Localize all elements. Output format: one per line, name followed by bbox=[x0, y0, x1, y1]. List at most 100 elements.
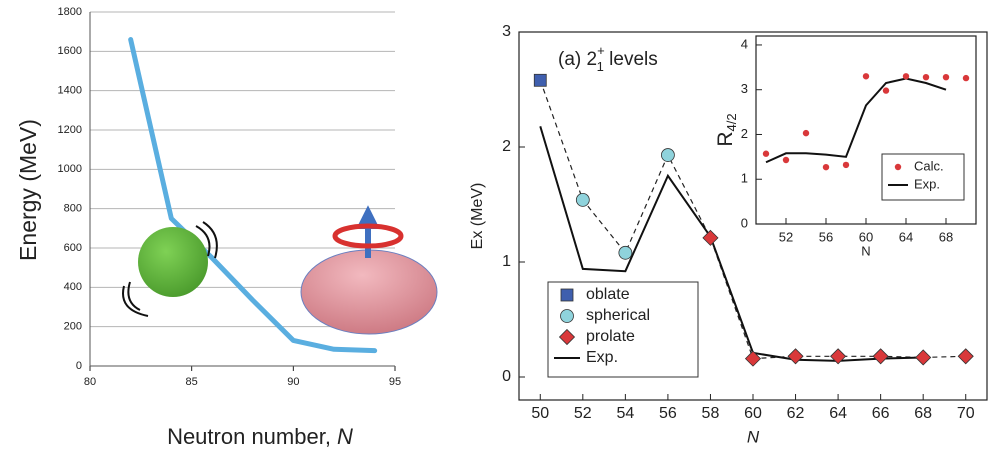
vibration-arc bbox=[195, 225, 211, 257]
marker-circle bbox=[661, 148, 675, 162]
exp-line bbox=[539, 126, 924, 362]
marker-diamond bbox=[702, 229, 719, 246]
y-tick-label: 4 bbox=[741, 36, 748, 51]
x-axis-label: N bbox=[861, 243, 870, 258]
rotation-ring bbox=[332, 223, 404, 249]
legend-label: Calc. bbox=[914, 158, 944, 173]
marker-diamond bbox=[957, 348, 974, 365]
y-axis-label: Ex (MeV) bbox=[469, 183, 486, 250]
y-tick-label: 1600 bbox=[58, 45, 82, 57]
y-tick-label: 3 bbox=[502, 23, 511, 40]
sphere bbox=[138, 227, 208, 297]
legend-label: oblate bbox=[586, 286, 630, 303]
x-tick-label: 54 bbox=[616, 405, 634, 422]
marker-dot bbox=[862, 73, 870, 80]
x-tick-label: 50 bbox=[531, 405, 549, 422]
marker-dot bbox=[782, 156, 790, 164]
x-tick-label: 68 bbox=[914, 405, 932, 422]
y-tick-label: 0 bbox=[741, 215, 748, 230]
panel-title-part: 1 bbox=[597, 59, 604, 74]
vibration-arc bbox=[202, 221, 218, 259]
x-tick-label: 80 bbox=[84, 376, 96, 388]
y-axis-label: Energy (MeV) bbox=[15, 119, 41, 261]
x-tick-label: 66 bbox=[872, 405, 890, 422]
x-tick-label: 62 bbox=[787, 405, 805, 422]
marker-dot bbox=[962, 74, 970, 82]
y-tick-label: 3 bbox=[741, 81, 748, 96]
marker-diamond bbox=[872, 348, 889, 365]
legend-box bbox=[881, 153, 965, 201]
legend-label: Exp. bbox=[586, 349, 618, 366]
marker-diamond bbox=[744, 350, 762, 367]
legend-label: spherical bbox=[586, 307, 650, 324]
legend-label: Exp. bbox=[914, 176, 940, 191]
marker-dot bbox=[882, 87, 890, 94]
marker-square bbox=[560, 288, 574, 302]
y-tick-label: 1 bbox=[502, 253, 511, 270]
vibration-arc bbox=[122, 285, 149, 317]
marker-dot bbox=[822, 163, 830, 171]
decorations bbox=[122, 205, 438, 335]
x-axis-label: N bbox=[747, 427, 760, 446]
x-tick-label: 70 bbox=[957, 405, 975, 422]
marker-diamond bbox=[830, 348, 847, 365]
y-axis-label: R4/2 bbox=[714, 113, 740, 146]
x-tick-label: 60 bbox=[859, 229, 873, 244]
x-tick-label: 60 bbox=[744, 405, 762, 422]
x-tick-label: 95 bbox=[389, 376, 401, 388]
y-tick-label: 2 bbox=[502, 138, 511, 155]
marker-dot bbox=[922, 73, 930, 81]
marker-dot bbox=[842, 161, 850, 169]
y-tick-label: 1 bbox=[741, 171, 748, 186]
marker-dot bbox=[802, 129, 810, 137]
x-tick-label: 85 bbox=[186, 376, 198, 388]
marker-dot bbox=[902, 73, 910, 80]
y-tick-label: 800 bbox=[64, 203, 82, 215]
panel-title-part: levels bbox=[604, 49, 658, 70]
x-axis-label: Neutron number, N bbox=[167, 424, 353, 449]
deformed-nucleus bbox=[300, 249, 438, 335]
y-axis-label-part: R bbox=[714, 131, 737, 146]
panel-title: (a) 2+ 1 levels bbox=[558, 43, 658, 74]
x-tick-label: 52 bbox=[779, 229, 793, 244]
marker-diamond bbox=[915, 349, 932, 366]
marker-square bbox=[533, 73, 547, 87]
exp-line bbox=[765, 77, 947, 164]
vibration-arc bbox=[127, 281, 141, 311]
x-tick-label: 56 bbox=[819, 229, 833, 244]
plot-frame bbox=[755, 35, 977, 225]
y-tick-label: 0 bbox=[502, 368, 511, 385]
marker-diamond bbox=[787, 348, 804, 365]
x-tick-label: 52 bbox=[574, 405, 592, 422]
y-tick-label: 1200 bbox=[58, 124, 82, 136]
x-tick-label: 64 bbox=[829, 405, 847, 422]
legend-label: prolate bbox=[586, 328, 635, 345]
x-tick-label: 68 bbox=[939, 229, 953, 244]
y-tick-label: 200 bbox=[64, 321, 82, 333]
marker-dot bbox=[942, 73, 950, 81]
marker-circle bbox=[575, 192, 590, 207]
x-axis-label-part: N bbox=[337, 424, 353, 449]
y-tick-label: 1400 bbox=[58, 85, 82, 97]
y-tick-label: 400 bbox=[64, 281, 82, 293]
panel-title-part: + bbox=[597, 43, 605, 58]
data-line bbox=[128, 37, 378, 354]
x-axis-label-part: Neutron number, bbox=[167, 424, 337, 449]
marker-dot bbox=[894, 163, 902, 171]
marker-diamond bbox=[558, 328, 576, 346]
marker-circle bbox=[560, 309, 574, 323]
y-tick-label: 600 bbox=[64, 242, 82, 254]
x-tick-label: 58 bbox=[702, 405, 720, 422]
x-tick-label: 90 bbox=[287, 376, 299, 388]
x-tick-label: 56 bbox=[659, 405, 677, 422]
marker-dot bbox=[762, 150, 770, 157]
y-tick-label: 1800 bbox=[58, 6, 82, 18]
plot-frame bbox=[518, 31, 988, 401]
marker-circle bbox=[618, 245, 633, 260]
y-tick-label: 1000 bbox=[58, 163, 82, 175]
y-tick-label: 2 bbox=[741, 126, 748, 141]
y-tick-label: 0 bbox=[76, 360, 82, 372]
panel-title-part: (a) 2 bbox=[558, 49, 597, 70]
y-axis-label-part: 4/2 bbox=[724, 113, 739, 131]
